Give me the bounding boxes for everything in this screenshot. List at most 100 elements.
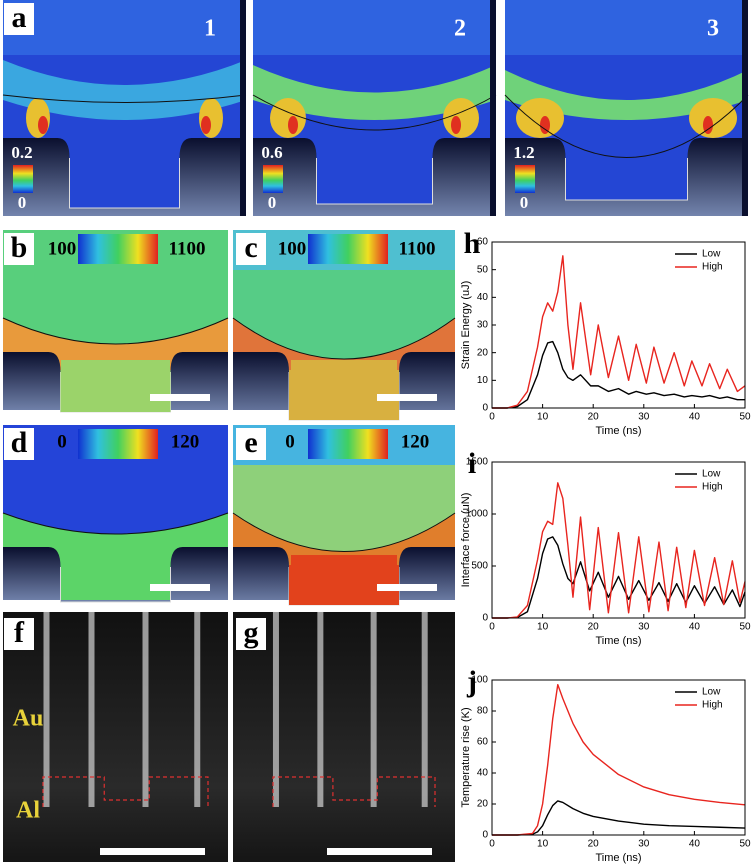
y-tick-label: 0 [482,830,488,841]
x-tick-label: 50 [739,412,751,423]
sem-outline [272,776,436,807]
y-axis-label: Temperature rise (K) [460,707,472,807]
scale-min: 0 [520,193,529,212]
scale-min: 100 [48,238,77,259]
charts: h 0 10 20 30 40 50 60 0 10 20 30 40 50 Time (ns) Strain… [460,227,751,864]
legend-label: Low [702,249,721,260]
scale-bar [150,394,210,401]
colorbar [263,165,283,193]
sim-top [253,0,496,55]
y-tick-label: 50 [477,264,489,275]
colorbar [308,429,388,459]
label-box [4,3,34,35]
y-tick-label: 1000 [466,509,489,520]
sim-top [3,0,246,55]
label-box [236,618,266,650]
sim-hot [689,98,737,138]
scale-max: 0.2 [11,143,32,162]
panel-label: c [244,231,257,264]
frame-edge [490,0,496,216]
y-tick-label: 10 [477,375,489,386]
x-tick-label: 0 [489,412,495,423]
x-tick-label: 30 [638,412,650,423]
legend-label: High [702,700,723,711]
scale-max: 0.6 [261,143,282,162]
sim-hot [288,116,298,134]
sem-streak [88,612,95,807]
sem-streak [142,612,149,807]
legend-label: High [702,262,723,273]
sim-core [60,370,171,412]
sim-band [253,65,496,120]
x-tick-label: 0 [489,839,495,850]
interface-line [232,317,456,360]
interface-line [2,94,247,103]
panel-label: a [12,1,27,34]
colorbar [78,234,158,264]
y-tick-label: 60 [477,237,489,248]
scale-bar [150,584,210,591]
panel-label: b [11,231,28,264]
scale-min: 0 [268,193,277,212]
label-box [4,233,34,265]
series-line [492,482,746,619]
x-axis-label: Time (ns) [595,852,641,864]
x-tick-label: 30 [638,839,650,850]
x-tick-label: 10 [537,412,549,423]
series-line [492,255,746,409]
y-tick-label: 40 [477,292,489,303]
plot-frame [491,679,746,836]
series-line [492,536,746,619]
label-box [236,233,266,265]
sem-bg [233,612,455,862]
series-line [492,340,745,409]
interface-line [252,94,497,131]
y-tick-label: 40 [477,768,489,779]
y-tick-label: 80 [477,706,489,717]
chart-panel-label: j [466,665,477,698]
trench-outline [69,158,180,209]
frame-edge [742,0,748,216]
label-box [4,618,34,650]
x-tick-label: 20 [588,412,600,423]
sim-top [505,0,748,55]
scale-max: 1100 [169,238,206,259]
material-label: Au [13,706,44,732]
chart-panel-label: i [468,447,476,480]
panel-label: d [11,426,28,459]
y-axis-label: Interface force (uN) [460,493,472,588]
panel-label: g [244,616,259,649]
x-tick-label: 10 [537,622,549,633]
label-box [4,428,34,460]
colorbar [13,165,33,193]
scale-bar [377,394,437,401]
x-axis-label: Time (ns) [595,425,641,437]
scale-min: 0 [18,193,27,212]
colorbar [515,165,535,193]
x-tick-label: 50 [739,622,751,633]
sem-outline [42,776,209,807]
sim-hot [38,116,48,134]
scale-bar [377,584,437,591]
scale-max: 120 [171,431,200,452]
sem-streak [43,612,50,807]
substrate [253,138,496,216]
interface-line [504,94,749,158]
y-tick-label: 0 [482,613,488,624]
sem-streak [421,612,428,807]
y-tick-label: 1500 [466,457,489,468]
x-tick-label: 40 [689,839,701,850]
trench-outline [316,158,433,205]
sim-band [3,60,246,120]
sim-hot [516,98,564,138]
scale-bar [100,848,205,855]
legend-label: Low [702,687,721,698]
interface-line [2,512,229,535]
sim-hot [201,116,211,134]
x-tick-label: 30 [638,622,650,633]
chart-panel-label: h [464,227,481,260]
legend-label: High [702,482,723,493]
panel-label: f [14,616,25,649]
